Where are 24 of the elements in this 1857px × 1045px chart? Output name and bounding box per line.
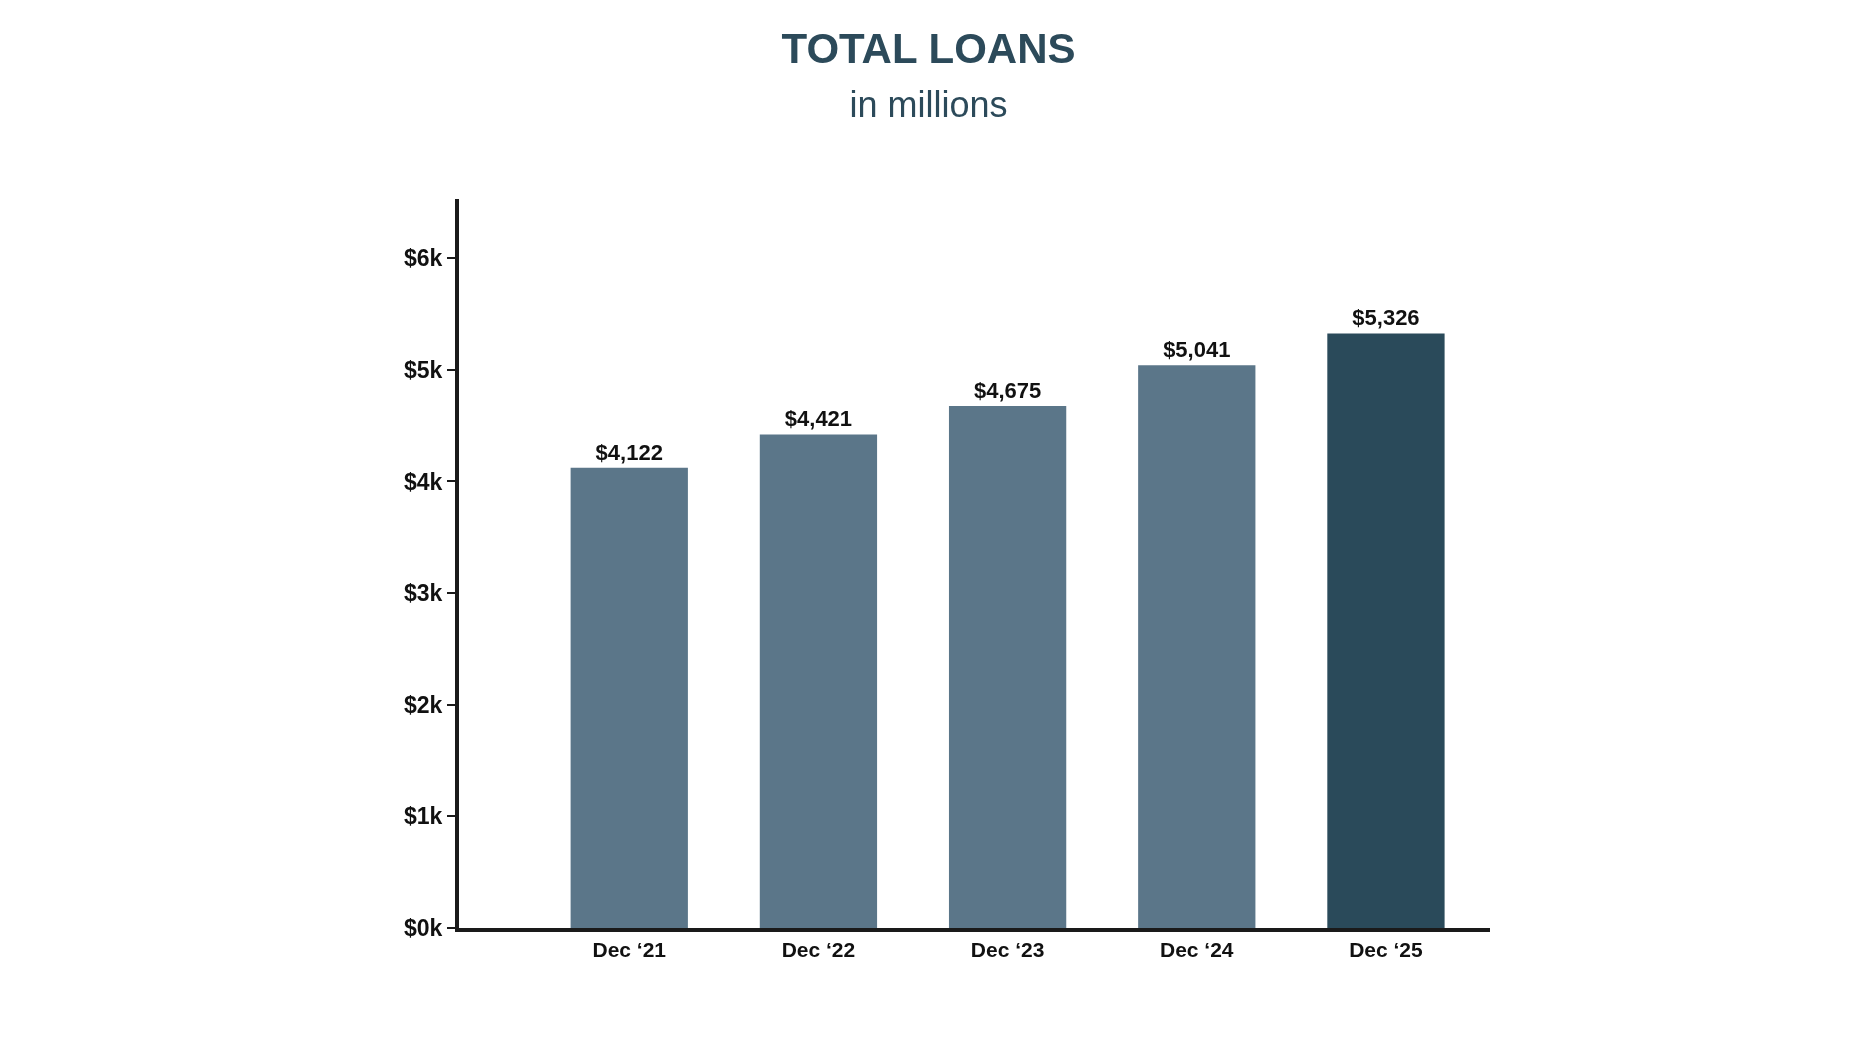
x-tick-label: Dec ‘23 (970, 938, 1045, 962)
data-label: $4,122 (595, 439, 663, 465)
y-tick-label: $6k (404, 245, 443, 272)
bar (948, 406, 1067, 928)
x-tick-label: Dec ‘24 (1160, 938, 1234, 962)
data-label: $4,421 (784, 406, 853, 432)
x-tick-label: Dec ‘25 (1349, 938, 1424, 962)
x-tick-label: Dec ‘22 (781, 938, 856, 962)
y-tick-label: $0k (404, 915, 443, 942)
bar (570, 467, 688, 928)
chart-title: TOTAL LOANS (781, 24, 1076, 72)
y-tick-label: $4k (404, 468, 443, 495)
bar (1138, 365, 1256, 928)
y-tick-label: $1k (404, 803, 443, 830)
data-label: $5,041 (1163, 337, 1231, 363)
x-tick-label: Dec ‘21 (592, 938, 667, 962)
data-label: $4,675 (973, 378, 1042, 404)
y-tick-label: $2k (404, 691, 443, 718)
y-tick-label: $3k (404, 580, 443, 607)
chart-subtitle: in millions (849, 84, 1008, 126)
bar (759, 434, 878, 928)
bar (1327, 333, 1445, 928)
data-label: $5,326 (1352, 305, 1420, 331)
y-tick-label: $5k (404, 356, 443, 383)
